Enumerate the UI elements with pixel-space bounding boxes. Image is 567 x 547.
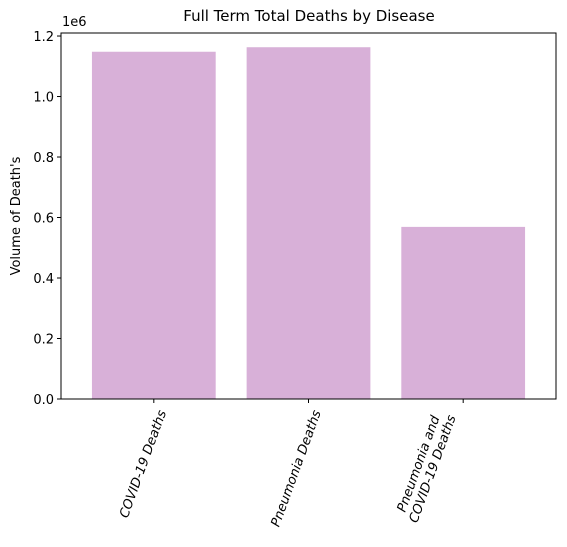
bars-layer [91,47,526,399]
bar [401,226,526,399]
y-tick-label: 0.4 [33,272,54,287]
bar [91,51,216,399]
x-tick-label: COVID-19 Deaths [117,408,170,520]
y-tick-label: 0.6 [33,212,54,227]
x-tick-label: Pneumonia andCOVID-19 Deaths [393,408,460,525]
y-tick-label: 1.0 [33,91,54,106]
x-tick-label: Pneumonia Deaths [269,408,325,529]
y-tick-label: 0.8 [33,151,54,166]
x-axis-ticks: COVID-19 Deaths Pneumonia Deaths Pneumonia… [117,399,464,529]
y-axis-ticks: 0.0 0.2 0.4 0.6 0.8 1.0 1.2 [33,30,61,408]
y-axis-offset-label: 1e6 [62,15,87,30]
bar [246,47,371,399]
chart-title: Full Term Total Deaths by Disease [183,7,434,25]
y-tick-label: 0.0 [33,393,54,408]
y-tick-label: 1.2 [33,30,54,45]
plot-frame [60,32,557,400]
y-axis-label: Volume of Death's [9,156,24,275]
y-tick-label: 0.2 [33,333,54,348]
